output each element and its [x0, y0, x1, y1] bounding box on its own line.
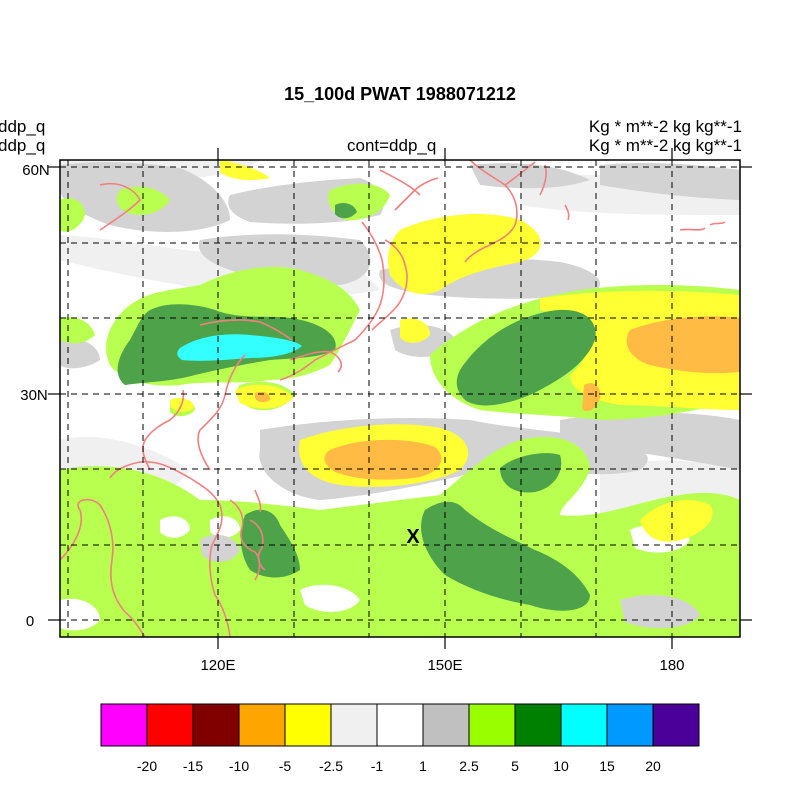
colorbar-box [192, 703, 240, 747]
colorbar-box [100, 703, 148, 747]
colorbar-box [606, 703, 654, 747]
colorbar-box [422, 703, 470, 747]
colorbar-box [514, 703, 562, 747]
colorbar-label: -15 [183, 758, 203, 774]
colorbar-box [560, 703, 608, 747]
colorbar-box [330, 703, 378, 747]
lon-tick-180: 180 [659, 657, 684, 674]
storm-marker: X [406, 526, 420, 548]
lat-tick-60n: 60N [22, 162, 50, 179]
left-label-1: ddp_q [0, 117, 46, 136]
right-label-1: Kg * m**-2 kg kg**-1 [588, 117, 742, 136]
colorbar-label: -20 [137, 758, 157, 774]
map-ticks [48, 148, 752, 649]
colorbar-box [468, 703, 516, 747]
colorbar-box [146, 703, 194, 747]
colorbar-label: 15 [599, 758, 615, 774]
colorbar-label: -2.5 [319, 758, 343, 774]
lat-tick-30n: 30N [20, 387, 48, 404]
map-grid [60, 160, 740, 637]
colorbar-label: -5 [279, 758, 292, 774]
colorbar-label: 10 [553, 758, 569, 774]
colorbar-label: 1 [419, 758, 427, 774]
colorbar-label: -10 [229, 758, 249, 774]
contour-fields [60, 160, 740, 637]
colorbar-labels: -20 -15 -10 -5 -2.5 -1 1 2.5 5 10 15 20 [137, 758, 661, 774]
left-label-2: ddp_q [0, 136, 46, 155]
colorbar-label: 5 [511, 758, 519, 774]
plot-title: 15_100d PWAT 1988071212 [284, 84, 516, 104]
right-label-2: Kg * m**-2 kg kg**-1 [588, 136, 742, 155]
lon-tick-150e: 150E [427, 657, 462, 674]
colorbar-box [238, 703, 286, 747]
colorbar-label: 20 [645, 758, 661, 774]
colorbar-box [652, 703, 700, 747]
map-frame [59, 159, 741, 638]
colorbar-label: 2.5 [459, 758, 479, 774]
colorbar-label: -1 [371, 758, 384, 774]
colorbar-box [284, 703, 332, 747]
lat-tick-0: 0 [26, 613, 34, 630]
lon-tick-120e: 120E [200, 657, 235, 674]
colorbar-box [376, 703, 424, 747]
colorbar-boxes [100, 703, 700, 747]
center-label: cont=ddp_q [347, 136, 437, 155]
